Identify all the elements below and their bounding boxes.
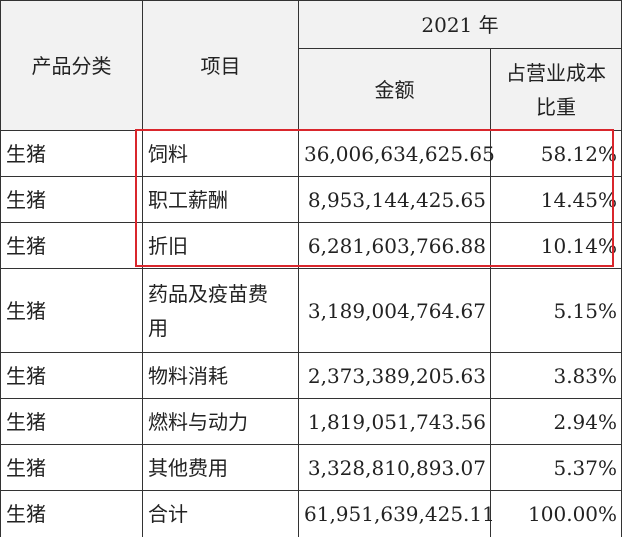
- table-row: 生猪 饲料 36,006,634,625.65 58.12%: [0, 130, 622, 177]
- amount-text: 8,953,144,425.65: [307, 187, 486, 212]
- item-text: 药品及疫苗费用: [148, 281, 268, 340]
- cell-category: 生猪: [0, 444, 143, 491]
- cell-category: 生猪: [0, 268, 143, 353]
- category-text: 生猪: [6, 298, 46, 323]
- cell-item: 职工薪酬: [142, 176, 299, 223]
- cell-ratio: 58.12%: [489, 130, 622, 177]
- table-row: 生猪 药品及疫苗费用 3,189,004,764.67 5.15%: [0, 268, 622, 353]
- cell-item: 燃料与动力: [142, 398, 299, 445]
- cell-amount: 3,328,810,893.07: [298, 444, 491, 491]
- cell-item: 合计: [142, 490, 299, 537]
- cell-amount: 2,373,389,205.63: [298, 352, 491, 399]
- item-text: 合计: [148, 502, 188, 526]
- cell-item: 饲料: [142, 130, 299, 177]
- category-text: 生猪: [6, 363, 46, 388]
- item-text: 饲料: [148, 141, 188, 166]
- ratio-text: 10.14%: [540, 233, 618, 258]
- item-text: 折旧: [148, 233, 188, 258]
- ratio-text: 58.12%: [540, 141, 618, 166]
- cell-item: 药品及疫苗费用: [142, 268, 299, 353]
- cell-amount: 8,953,144,425.65: [298, 176, 491, 223]
- amount-text: 2,373,389,205.63: [307, 363, 486, 388]
- ratio-text: 14.45%: [540, 187, 618, 212]
- table-row: 生猪 折旧 6,281,603,766.88 10.14%: [0, 222, 622, 269]
- cell-ratio: 14.45%: [489, 176, 622, 223]
- cell-amount: 36,006,634,625.65: [298, 130, 495, 177]
- header-row: 金额 占营业成本比重: [1, 48, 622, 131]
- header-ratio: 占营业成本比重: [506, 60, 606, 119]
- category-text: 生猪: [6, 141, 46, 166]
- category-text: 生猪: [6, 233, 46, 258]
- category-text: 生猪: [6, 409, 46, 434]
- cell-amount: 61,951,639,425.11: [298, 490, 495, 537]
- table-row: 生猪 合计 61,951,639,425.11 100.00%: [0, 490, 622, 537]
- ratio-text: 100.00%: [528, 502, 618, 526]
- cell-category: 生猪: [0, 222, 143, 269]
- cell-item: 物料消耗: [142, 352, 299, 399]
- cell-amount: 1,819,051,743.56: [298, 398, 491, 445]
- category-text: 生猪: [6, 187, 46, 212]
- ratio-text: 5.15%: [553, 298, 618, 323]
- cell-category: 生猪: [0, 490, 143, 537]
- cell-amount: 3,189,004,764.67: [298, 268, 491, 353]
- header-ratio-cell: 占营业成本比重: [489, 48, 622, 131]
- item-text: 其他费用: [148, 455, 228, 480]
- amount-text: 36,006,634,625.65: [304, 141, 495, 166]
- cell-ratio: 2.94%: [489, 398, 622, 445]
- table-row: 生猪 燃料与动力 1,819,051,743.56 2.94%: [0, 398, 622, 445]
- ratio-text: 2.94%: [553, 409, 618, 434]
- cell-category: 生猪: [0, 352, 143, 399]
- table-row: 生猪 职工薪酬 8,953,144,425.65 14.45%: [0, 176, 622, 223]
- header-item: 项目: [142, 0, 299, 131]
- amount-text: 1,819,051,743.56: [307, 409, 486, 434]
- ratio-text: 5.37%: [553, 455, 618, 480]
- amount-text: 3,189,004,764.67: [307, 298, 486, 323]
- cell-category: 生猪: [0, 176, 143, 223]
- amount-text: 6,281,603,766.88: [307, 233, 486, 258]
- category-text: 生猪: [6, 455, 46, 480]
- ratio-text: 3.83%: [553, 363, 618, 388]
- amount-text: 61,951,639,425.11: [304, 502, 495, 526]
- cell-ratio: 3.83%: [489, 352, 622, 399]
- cell-ratio: 5.15%: [489, 268, 622, 353]
- cell-ratio: 10.14%: [489, 222, 622, 269]
- cell-ratio: 5.37%: [489, 444, 622, 491]
- item-text: 燃料与动力: [148, 409, 248, 434]
- header-category: 产品分类: [0, 0, 143, 131]
- header-year: 2021 年: [297, 0, 622, 49]
- cell-ratio: 100.00%: [489, 490, 622, 537]
- table-row: 生猪 其他费用 3,328,810,893.07 5.37%: [0, 444, 622, 491]
- cell-item: 折旧: [142, 222, 299, 269]
- cell-category: 生猪: [0, 130, 143, 177]
- header-amount: 金额: [298, 48, 491, 131]
- header-row: 产品分类 项目 2021 年: [0, 0, 622, 131]
- amount-text: 3,328,810,893.07: [307, 455, 486, 480]
- cell-amount: 6,281,603,766.88: [298, 222, 491, 269]
- item-text: 物料消耗: [148, 363, 228, 388]
- category-text: 生猪: [6, 502, 46, 526]
- cell-category: 生猪: [0, 398, 143, 445]
- item-text: 职工薪酬: [148, 187, 228, 212]
- table-row: 生猪 物料消耗 2,373,389,205.63 3.83%: [0, 352, 622, 399]
- cell-item: 其他费用: [142, 444, 299, 491]
